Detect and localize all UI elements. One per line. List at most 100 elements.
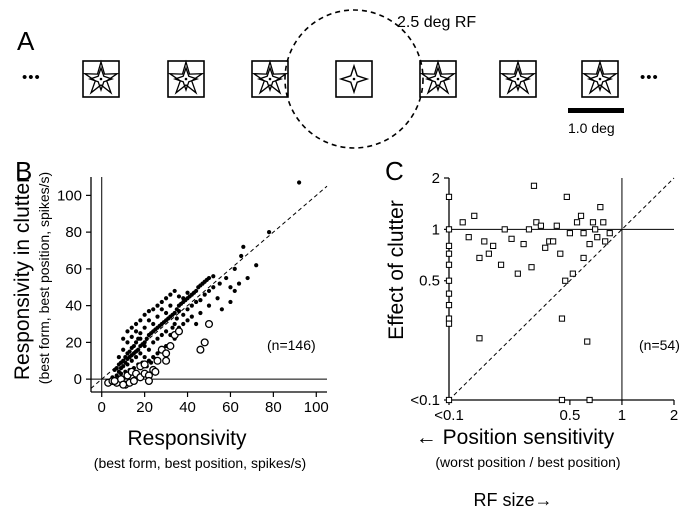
panel-b-point-filled	[194, 321, 199, 327]
panel-b-point-filled	[129, 334, 134, 339]
panel-c-axes	[448, 177, 675, 401]
panel-b-point-filled	[185, 318, 190, 323]
panel-b-point-filled	[148, 360, 154, 365]
panel-b-point-filled	[215, 296, 220, 301]
panel-b-point-filled	[142, 340, 147, 345]
stimulus-clutter-shape	[251, 59, 289, 95]
panel-c-point	[525, 226, 533, 233]
panel-b-points	[104, 180, 302, 389]
panel-b-x-tick-label: 0	[98, 399, 106, 416]
panel-b-point-filled	[185, 307, 190, 312]
panel-c-point	[586, 396, 593, 404]
panel-b-x-tick-label: 100	[304, 399, 329, 416]
panel-b-point-filled	[217, 281, 222, 286]
panel-b-point-filled	[159, 299, 164, 305]
panel-b-point-filled	[228, 285, 233, 290]
panel-b-point-filled	[146, 347, 152, 352]
panel-b-y-tick-label: 80	[65, 224, 82, 241]
panel-b-point-filled	[116, 362, 121, 367]
panel-b-point-filled	[202, 292, 207, 297]
panel-b-point-filled	[116, 354, 121, 360]
panel-b-point-filled	[125, 351, 130, 356]
panel-b-point-filled	[151, 340, 156, 345]
panel-c-point	[465, 234, 472, 241]
panel-b-point-open	[140, 360, 149, 369]
panel-b-point-filled	[236, 281, 242, 286]
panel-b-point-filled	[224, 275, 229, 281]
panel-b-point-filled	[232, 266, 237, 271]
stimulus-clutter-shape	[167, 59, 205, 95]
panel-b-point-filled	[142, 312, 147, 317]
panel-c-y-tick-label: 1	[432, 221, 440, 238]
panel-b-point-filled	[144, 336, 149, 341]
panel-c-point	[558, 396, 566, 404]
panel-b-point-open	[153, 356, 162, 365]
panel-b-point-filled	[133, 329, 139, 334]
panel-b-point-open	[162, 356, 171, 365]
panel-b-xlabel-sub: (best form, best position, spikes/s)	[94, 455, 306, 471]
panel-c-point	[445, 396, 453, 404]
panel-b-y-tick-label: 0	[74, 371, 82, 388]
panel-c-point	[553, 222, 560, 229]
panel-b-point-filled	[297, 180, 302, 185]
receptive-field-circle	[284, 9, 424, 149]
panel-b-y-tick-label: 100	[57, 187, 82, 204]
panel-b-point-open	[151, 367, 160, 376]
stimulus-item	[499, 59, 537, 98]
panel-b-letter: B	[15, 156, 32, 186]
panel-c-point	[445, 261, 453, 268]
panel-c-point	[600, 219, 607, 226]
panel-b-y-tick-label: 60	[65, 261, 82, 278]
panel-b-point-filled	[211, 285, 216, 290]
stimulus-shape	[172, 65, 200, 93]
panel-b-point-filled	[159, 332, 164, 338]
panel-b-point-open	[200, 338, 209, 347]
panel-c-ylabel: Effect of clutter	[385, 200, 408, 340]
panel-c-point	[558, 315, 566, 322]
panel-b-point-filled	[181, 321, 186, 327]
panel-b-x-tick-label: 80	[265, 399, 282, 416]
panel-b-point-filled	[133, 354, 139, 360]
panel-b-point-filled	[168, 292, 173, 297]
fixation-dot	[99, 77, 103, 81]
panel-c-point	[445, 193, 453, 200]
panel-c: C <0.1<0.1 0.5 0.5 1 1 2 2 (n=54) ← Position s…	[385, 156, 680, 510]
panel-b-point-filled	[206, 303, 212, 308]
panel-c-point	[580, 254, 587, 262]
panel-c-point	[445, 242, 453, 250]
panel-c-point	[530, 182, 538, 189]
panel-b-x-tick-label: 20	[136, 399, 153, 416]
panel-b-point-open	[196, 345, 205, 354]
panel-b-point-filled	[138, 351, 143, 356]
panel-c-x-tick-label: 1	[618, 407, 626, 424]
panel-c-point	[520, 240, 527, 248]
panel-c-point	[569, 270, 576, 277]
panel-b-point-filled	[136, 347, 141, 352]
stimulus-item	[167, 59, 205, 98]
stimulus-shape	[424, 65, 452, 93]
panel-c-point	[573, 219, 581, 226]
panel-b-point-open	[119, 380, 128, 389]
panel-c-point	[497, 261, 505, 268]
panel-b-point-open	[144, 376, 153, 386]
fixation-dot	[352, 77, 356, 81]
panel-c-point	[584, 338, 591, 345]
panel-b-point-filled	[163, 310, 169, 316]
panel-b-point-filled	[189, 314, 194, 319]
panel-b-point-filled	[245, 275, 250, 281]
panel-b-x-tick-label: 60	[222, 399, 239, 416]
fixation-dot	[516, 77, 520, 81]
panel-b-point-filled	[163, 296, 169, 301]
panel-b-point-filled	[206, 275, 212, 281]
panel-c-point	[533, 219, 540, 226]
panel-c-point	[490, 242, 497, 250]
panel-c-letter: C	[385, 156, 404, 186]
panel-b-point-filled	[211, 274, 216, 279]
panel-c-diagonal	[448, 177, 675, 401]
panel-c-point	[577, 212, 585, 219]
panel-b-point-filled	[151, 307, 156, 312]
panel-c-point	[445, 226, 453, 233]
panel-b-point-filled	[254, 263, 259, 268]
panel-b-point-filled	[155, 303, 160, 308]
panel-b-point-filled	[170, 325, 175, 330]
